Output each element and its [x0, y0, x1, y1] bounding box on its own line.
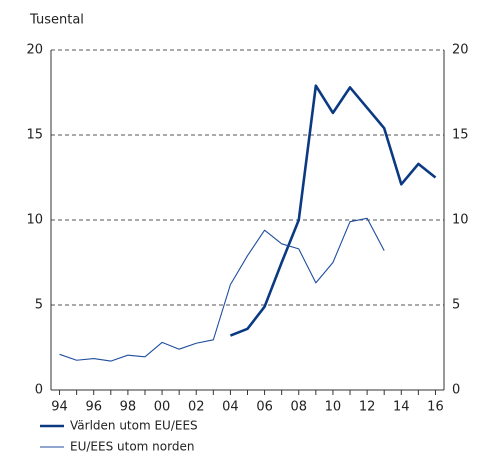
x-tick-label: 14 — [393, 400, 410, 415]
y-tick-label: 10 — [26, 213, 43, 228]
y-tick-label: 20 — [26, 43, 43, 58]
x-tick-label: 08 — [290, 400, 307, 415]
legend-label: EU/EES utom norden — [70, 440, 194, 454]
x-tick-label: 98 — [120, 400, 137, 415]
legend-label: Världen utom EU/EES — [70, 419, 198, 433]
x-tick-label: 10 — [325, 400, 342, 415]
x-tick-label: 96 — [85, 400, 102, 415]
y2-tick-label: 20 — [452, 43, 469, 58]
x-tick-label: 94 — [51, 400, 68, 415]
x-tick-label: 02 — [188, 400, 205, 415]
y-tick-label: 15 — [26, 128, 43, 143]
y-axis-label: Tusental — [29, 13, 84, 28]
series-line — [59, 217, 385, 362]
x-tick-label: 06 — [256, 400, 273, 415]
y2-tick-label: 0 — [452, 383, 460, 398]
y2-tick-label: 15 — [452, 128, 469, 143]
y2-tick-label: 5 — [452, 298, 460, 313]
x-tick-label: 00 — [154, 400, 171, 415]
x-tick-label: 04 — [222, 400, 239, 415]
y-tick-label: 0 — [35, 383, 43, 398]
series-line — [229, 84, 437, 337]
y2-tick-label: 10 — [452, 213, 469, 228]
x-tick-label: 12 — [359, 400, 376, 415]
x-tick-label: 16 — [427, 400, 444, 415]
y-tick-label: 5 — [35, 298, 43, 313]
